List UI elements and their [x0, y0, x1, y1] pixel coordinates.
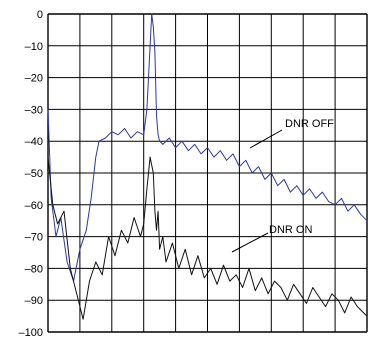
series-line-dnr-on — [47, 156, 368, 320]
y-tick-label: –30 — [25, 104, 43, 116]
y-tick-label: –60 — [25, 200, 43, 212]
y-tick-label: –100 — [19, 327, 43, 337]
y-tick-label: –10 — [25, 41, 43, 53]
y-tick-label: –40 — [25, 136, 43, 148]
annotation-leader-dnr-on — [231, 232, 269, 253]
y-tick-label: –70 — [25, 232, 43, 244]
y-tick-label: –20 — [25, 73, 43, 85]
y-axis: 0 –10 –20 –30 –40 –50 –60 –70 –80 –90 –100 — [19, 9, 43, 337]
y-tick-label: –50 — [25, 168, 43, 180]
y-tick-label: 0 — [37, 9, 43, 21]
annotations: DNR OFF DNR ON — [231, 118, 334, 253]
series-group — [47, 13, 368, 320]
annotation-dnr-off: DNR OFF — [285, 118, 334, 130]
y-tick-label: –90 — [25, 295, 43, 307]
annotation-leader-dnr-off — [249, 129, 283, 149]
series-line-dnr-off — [47, 13, 368, 282]
grid — [47, 13, 368, 333]
annotation-dnr-on: DNR ON — [269, 224, 312, 236]
y-tick-label: –80 — [25, 263, 43, 275]
